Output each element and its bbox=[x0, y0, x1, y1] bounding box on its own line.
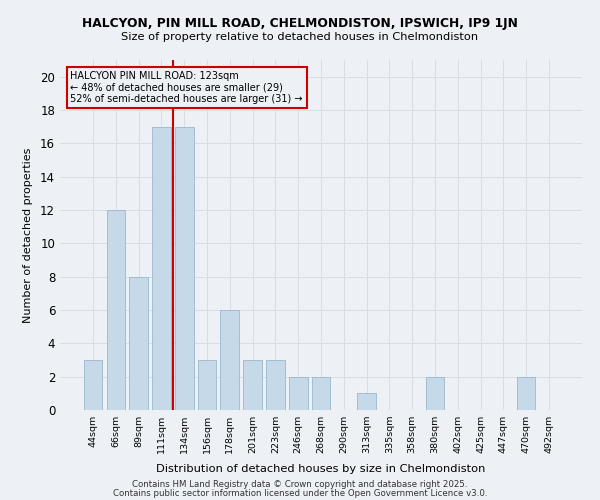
Bar bbox=[243, 360, 262, 410]
Bar bbox=[517, 376, 535, 410]
Bar bbox=[175, 126, 194, 410]
Bar bbox=[220, 310, 239, 410]
Bar bbox=[357, 394, 376, 410]
Text: Contains HM Land Registry data © Crown copyright and database right 2025.: Contains HM Land Registry data © Crown c… bbox=[132, 480, 468, 489]
Bar bbox=[130, 276, 148, 410]
Bar bbox=[107, 210, 125, 410]
X-axis label: Distribution of detached houses by size in Chelmondiston: Distribution of detached houses by size … bbox=[157, 464, 485, 474]
Y-axis label: Number of detached properties: Number of detached properties bbox=[23, 148, 33, 322]
Bar bbox=[197, 360, 217, 410]
Bar bbox=[84, 360, 103, 410]
Text: Contains public sector information licensed under the Open Government Licence v3: Contains public sector information licen… bbox=[113, 488, 487, 498]
Bar bbox=[266, 360, 285, 410]
Bar bbox=[425, 376, 445, 410]
Text: HALCYON PIN MILL ROAD: 123sqm
← 48% of detached houses are smaller (29)
52% of s: HALCYON PIN MILL ROAD: 123sqm ← 48% of d… bbox=[70, 70, 303, 104]
Text: Size of property relative to detached houses in Chelmondiston: Size of property relative to detached ho… bbox=[121, 32, 479, 42]
Bar bbox=[311, 376, 331, 410]
Bar bbox=[152, 126, 171, 410]
Bar bbox=[289, 376, 308, 410]
Text: HALCYON, PIN MILL ROAD, CHELMONDISTON, IPSWICH, IP9 1JN: HALCYON, PIN MILL ROAD, CHELMONDISTON, I… bbox=[82, 18, 518, 30]
